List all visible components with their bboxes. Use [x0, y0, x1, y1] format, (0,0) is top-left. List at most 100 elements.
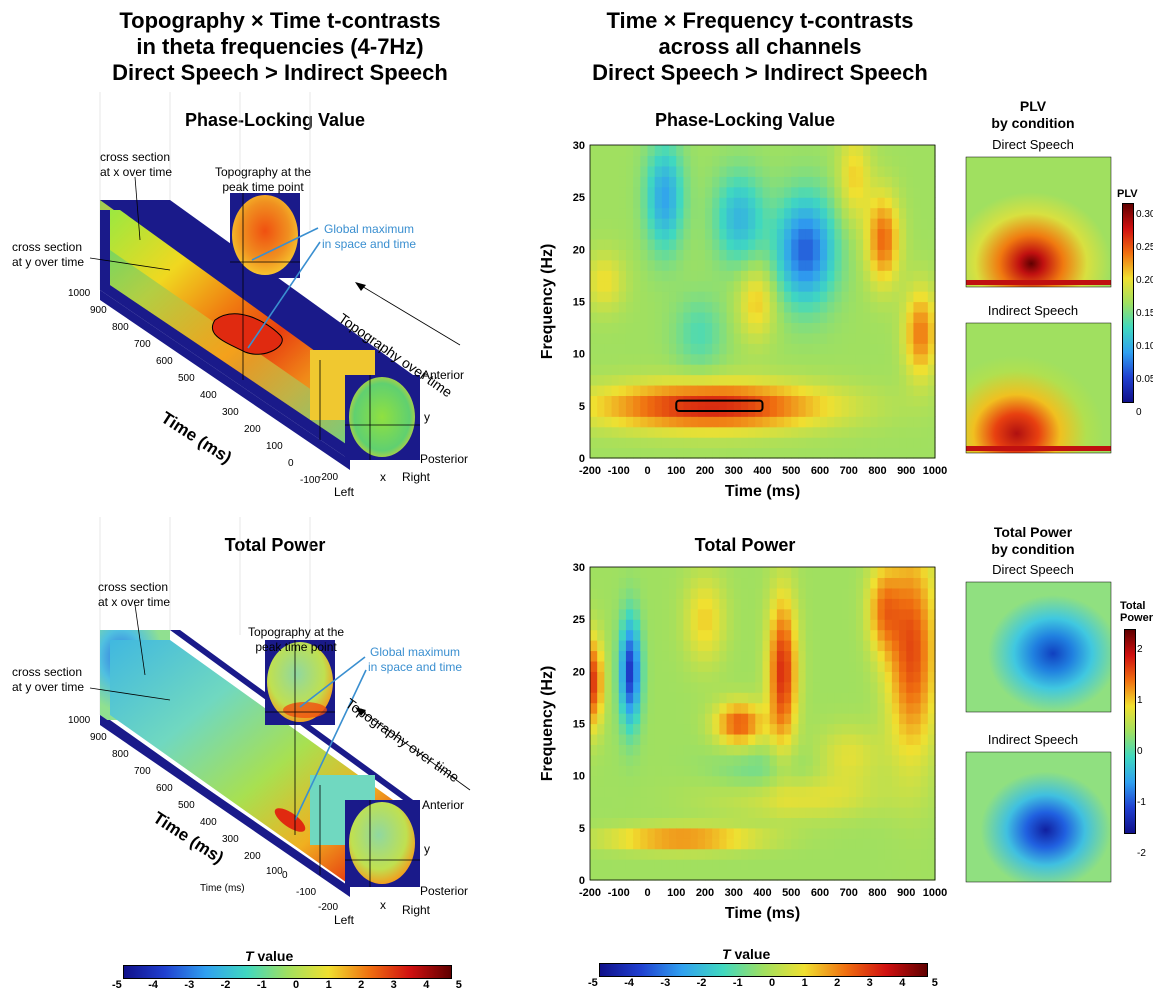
heatmap-cell: [891, 343, 900, 355]
heatmap-cell: [848, 280, 857, 292]
heatmap-cell: [877, 426, 886, 438]
heatmap-cell: [834, 374, 843, 386]
heatmap-cell: [733, 713, 742, 725]
heatmap-cell: [820, 567, 828, 579]
heatmap-cell: [661, 176, 670, 188]
heatmap-cell: [798, 426, 807, 438]
heatmap-cell: [719, 238, 728, 250]
heatmap-cell: [647, 744, 656, 756]
heatmap-cell: [791, 197, 800, 209]
heatmap-cell: [863, 416, 871, 428]
heatmap-cell: [798, 405, 807, 417]
heatmap-cell: [784, 598, 792, 610]
heatmap-cell: [769, 713, 778, 725]
heatmap-cell: [899, 650, 907, 662]
heatmap-cell: [690, 817, 699, 829]
heatmap-cell: [661, 640, 670, 652]
heatmap-cell: [705, 681, 713, 693]
power-right-label: Right: [402, 903, 431, 917]
heatmap-cell: [697, 176, 706, 188]
heatmap-cell: [719, 660, 728, 672]
heatmap-cell: [776, 218, 785, 230]
heatmap-cell: [705, 155, 713, 167]
heatmap-cell: [848, 207, 857, 219]
heatmap-cell: [669, 692, 677, 704]
heatmap-cell: [798, 806, 807, 818]
heatmap-cell: [755, 619, 764, 631]
heatmap-cell: [820, 291, 828, 303]
heatmap-cell: [834, 640, 843, 652]
heatmap-cell: [877, 322, 886, 334]
heatmap-cell: [683, 238, 692, 250]
heatmap-cell: [827, 817, 835, 829]
heatmap-cell: [690, 692, 699, 704]
heatmap-cell: [618, 754, 627, 766]
heatmap-cell: [827, 660, 835, 672]
heatmap-cell: [705, 416, 713, 428]
heatmap-cell: [812, 353, 821, 365]
heatmap-cell: [820, 775, 828, 787]
power-anterior-label: Anterior: [422, 798, 465, 812]
heatmap-cell: [805, 869, 814, 881]
heatmap-cell: [891, 859, 900, 871]
heatmap-cell: [913, 608, 922, 620]
heatmap-cell: [827, 806, 835, 818]
heatmap-cell: [920, 692, 929, 704]
heatmap-cell: [705, 238, 713, 250]
heatmap-cell: [633, 660, 641, 672]
heatmap-cell: [597, 567, 605, 579]
heatmap-cell: [863, 859, 871, 871]
heatmap-cell: [805, 567, 814, 579]
heatmap-cell: [927, 827, 936, 839]
heatmap-cell: [805, 259, 814, 271]
heatmap-cell: [913, 186, 922, 198]
heatmap-cell: [769, 343, 778, 355]
heatmap-cell: [827, 353, 835, 365]
heatmap-cell: [877, 869, 886, 881]
heatmap-cell: [812, 384, 821, 396]
heatmap-cell: [906, 629, 915, 641]
heatmap-cell: [863, 671, 871, 683]
heatmap-cell: [676, 806, 685, 818]
heatmap-cell: [604, 228, 613, 240]
heatmap-cell: [683, 577, 692, 589]
heatmap-cell: [633, 228, 641, 240]
heatmap-cell: [769, 650, 778, 662]
heatmap-cell: [805, 577, 814, 589]
heatmap-cell: [827, 374, 835, 386]
heatmap-cell: [913, 259, 922, 271]
heatmap-cell: [647, 567, 656, 579]
heatmap-cell: [755, 629, 764, 641]
heatmap-cell: [661, 332, 670, 344]
heatmap-cell: [791, 145, 800, 157]
heatmap-cell: [654, 827, 663, 839]
heatmap-cell: [798, 796, 807, 808]
heatmap-cell: [705, 692, 713, 704]
heatmap-cell: [676, 577, 685, 589]
heatmap-cell: [640, 723, 649, 735]
heatmap-cell: [712, 671, 720, 683]
heatmap-cell: [791, 301, 800, 313]
heatmap-cell: [762, 859, 771, 871]
heatmap-cell: [740, 640, 749, 652]
heatmap-cell: [683, 838, 692, 850]
heatmap-cell: [769, 301, 778, 313]
heatmap-cell: [812, 322, 821, 334]
heatmap-cell: [827, 713, 835, 725]
heatmap-cell: [776, 259, 785, 271]
heatmap-cell: [776, 165, 785, 177]
heatmap-cell: [669, 322, 677, 334]
heatmap-cell: [820, 848, 828, 860]
heatmap-cell: [798, 859, 807, 871]
heatmap-cell: [654, 176, 663, 188]
heatmap-cell: [805, 848, 814, 860]
heatmap-cell: [676, 197, 685, 209]
heatmap-cell: [712, 619, 720, 631]
heatmap-cell: [834, 155, 843, 167]
heatmap-cell: [791, 155, 800, 167]
heatmap-cell: [676, 848, 685, 860]
heatmap-cell: [669, 311, 677, 323]
plv-time-tick: 100: [266, 441, 283, 452]
heatmap-cell: [791, 332, 800, 344]
heatmap-cell: [611, 754, 620, 766]
